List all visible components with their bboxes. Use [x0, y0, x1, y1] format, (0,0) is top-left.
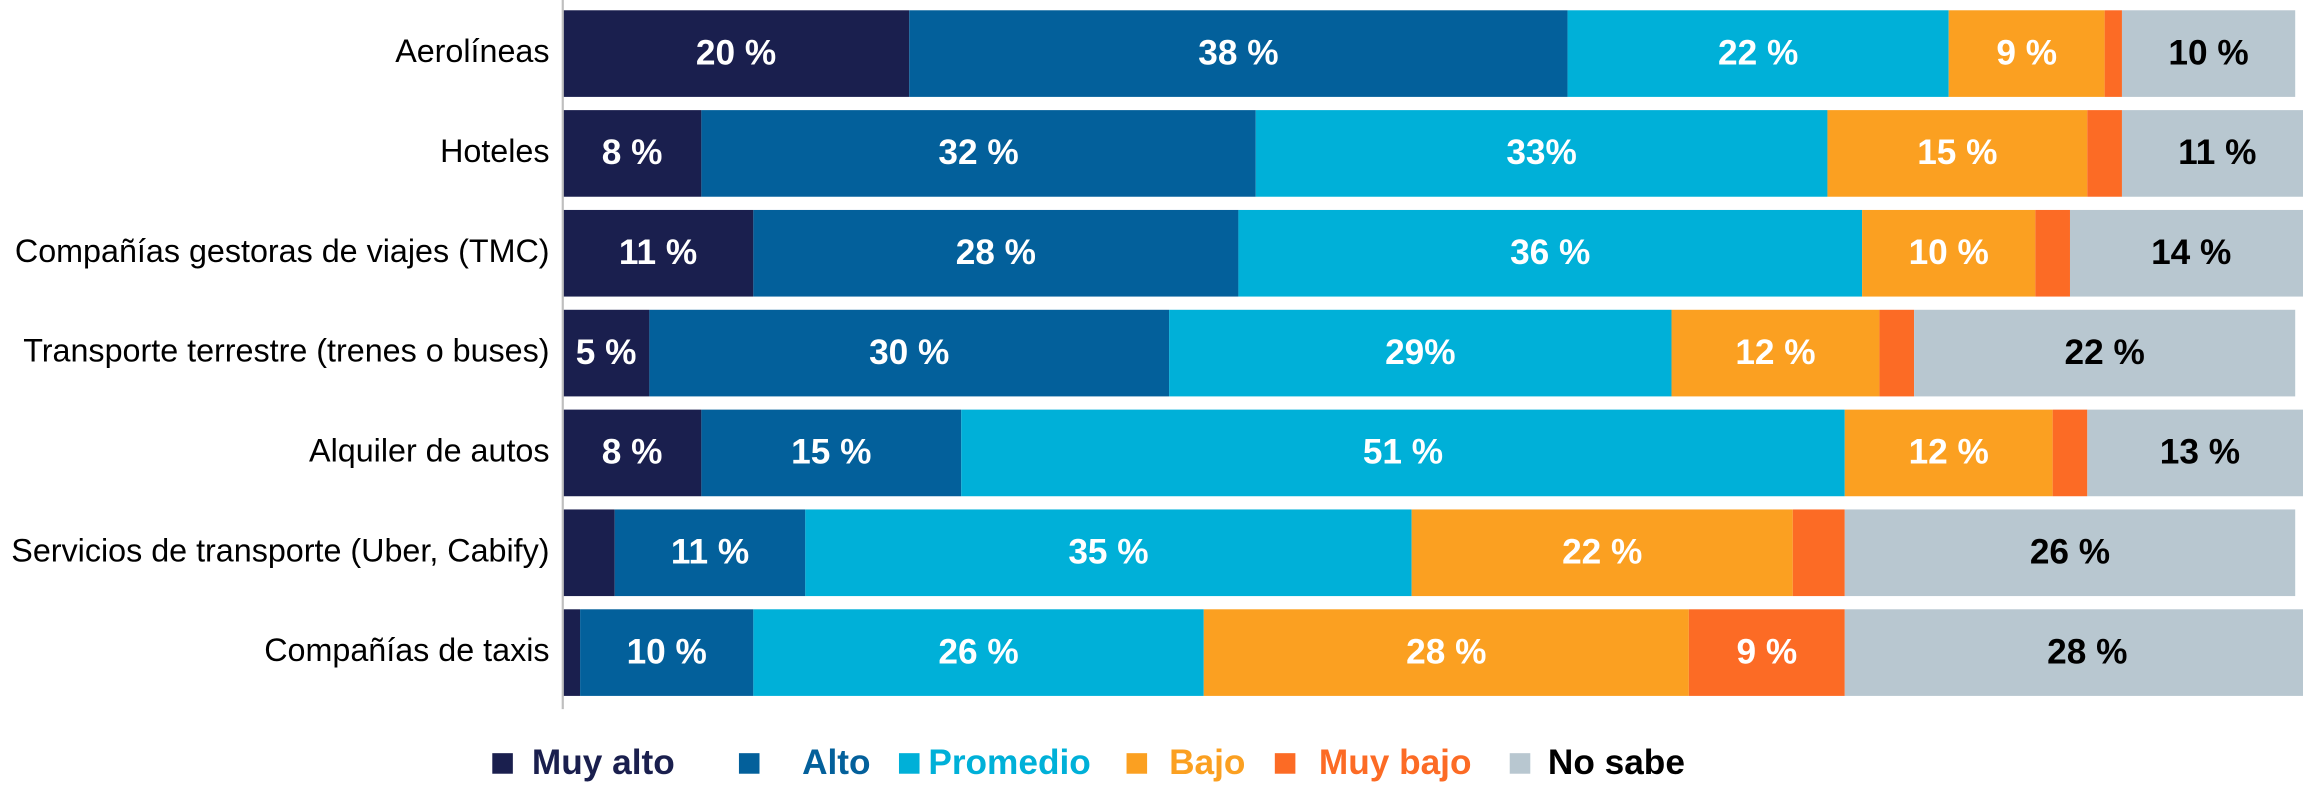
legend-label: No sabe	[1548, 743, 1685, 782]
value-label: 5 %	[576, 333, 637, 372]
value-label: 9 %	[1736, 632, 1797, 671]
bar-segment	[1862, 209, 2036, 297]
bar-segment	[805, 509, 1412, 597]
bar-segment	[701, 409, 962, 497]
value-label: 51 %	[1363, 433, 1443, 472]
value-label: 30 %	[869, 333, 949, 372]
bar-segment	[1688, 609, 1845, 696]
value-label: 12 %	[1909, 433, 1989, 472]
category-label: Compañías de taxis	[264, 632, 549, 668]
value-label: 20 %	[696, 33, 776, 72]
value-label: 10 %	[1909, 233, 1989, 272]
legend-swatch	[492, 753, 513, 774]
category-label: Compañías gestoras de viajes (TMC)	[15, 233, 550, 269]
bar-segment	[1914, 309, 2296, 397]
legend-swatch	[1126, 753, 1148, 774]
category-label: Servicios de transporte (Uber, Cabify)	[11, 532, 549, 568]
bar-segment	[562, 309, 650, 397]
legend-label: Promedio	[928, 743, 1090, 782]
bar-segment	[1411, 509, 1793, 597]
value-label: 11 %	[671, 533, 749, 572]
value-label: 29%	[1385, 333, 1456, 372]
value-label: 11 %	[619, 233, 697, 272]
bar-segment	[753, 209, 1239, 297]
category-label: Alquiler de autos	[309, 432, 549, 468]
bar-segment	[2121, 110, 2303, 197]
value-label: 8 %	[602, 133, 663, 172]
bar-segment	[562, 609, 581, 696]
bar-segment	[1169, 309, 1672, 397]
bar-segment	[909, 10, 1568, 97]
value-label: 14 %	[2151, 233, 2231, 272]
value-label: 10 %	[627, 632, 707, 671]
bar-segment	[580, 609, 754, 696]
bar-segment	[562, 10, 910, 97]
category-label: Transporte terrestre (trenes o buses)	[23, 333, 549, 369]
value-label: 28 %	[1406, 632, 1486, 671]
value-label: 11 %	[2178, 133, 2256, 172]
legend-swatch	[898, 753, 920, 774]
legend-swatch	[738, 753, 760, 774]
bar-segment	[614, 509, 806, 597]
value-label: 10 %	[2168, 33, 2248, 72]
value-label: 15 %	[1917, 133, 1997, 172]
value-label: 8 %	[602, 433, 663, 472]
bar-segment	[1844, 609, 2303, 696]
bar-segment	[649, 309, 1170, 397]
value-label: 28 %	[2047, 632, 2127, 671]
bar-segment	[2087, 110, 2122, 197]
value-label: 38 %	[1198, 33, 1278, 72]
bar-segment	[2035, 209, 2070, 297]
value-label: 15 %	[791, 433, 871, 472]
value-label: 33%	[1506, 133, 1577, 172]
bar-segment	[1203, 609, 1689, 696]
bar-segment	[961, 409, 1845, 497]
category-label: Hoteles	[440, 133, 549, 169]
bar-segment	[1827, 110, 2088, 197]
bar-segment	[1255, 110, 1828, 197]
category-label: Aerolíneas	[395, 33, 549, 69]
bar-segment	[1792, 509, 1845, 597]
value-label: 13 %	[2160, 433, 2240, 472]
bar-segment	[1238, 209, 1863, 297]
bar-segment	[562, 209, 754, 297]
bar-segment	[1844, 409, 2053, 497]
legend-label: Bajo	[1169, 743, 1245, 782]
legend-label: Alto	[802, 743, 870, 782]
value-label: 26 %	[2030, 533, 2110, 572]
legend-swatch	[1509, 753, 1531, 774]
bar-segment	[1567, 10, 1949, 97]
bar-segment	[1671, 309, 1880, 397]
value-label: 22 %	[2064, 333, 2144, 372]
value-label: 22 %	[1718, 33, 1798, 72]
bar-segment	[1844, 509, 2296, 597]
bar-segment	[562, 409, 702, 497]
value-label: 26 %	[938, 632, 1018, 671]
bar-segment	[1948, 10, 2105, 97]
bar-segment	[701, 110, 1256, 197]
bar-segment	[2104, 10, 2122, 97]
value-label: 22 %	[1562, 533, 1642, 572]
value-label: 36 %	[1510, 233, 1590, 272]
bar-segment	[562, 509, 615, 597]
value-label: 28 %	[956, 233, 1036, 272]
value-label: 12 %	[1735, 333, 1815, 372]
bar-segment	[2052, 409, 2088, 497]
bar-segment	[2069, 209, 2303, 297]
legend-label: Muy bajo	[1319, 743, 1472, 782]
value-label: 9 %	[1996, 33, 2057, 72]
legend-swatch	[1274, 753, 1296, 774]
bar-segment	[2121, 10, 2296, 97]
bar-segment	[562, 110, 702, 197]
legend-label: Muy alto	[532, 743, 675, 782]
bar-segment	[753, 609, 1204, 696]
bar-segment	[2087, 409, 2303, 497]
value-label: 35 %	[1068, 533, 1148, 572]
value-label: 32 %	[938, 133, 1018, 172]
bar-segment	[1879, 309, 1915, 397]
